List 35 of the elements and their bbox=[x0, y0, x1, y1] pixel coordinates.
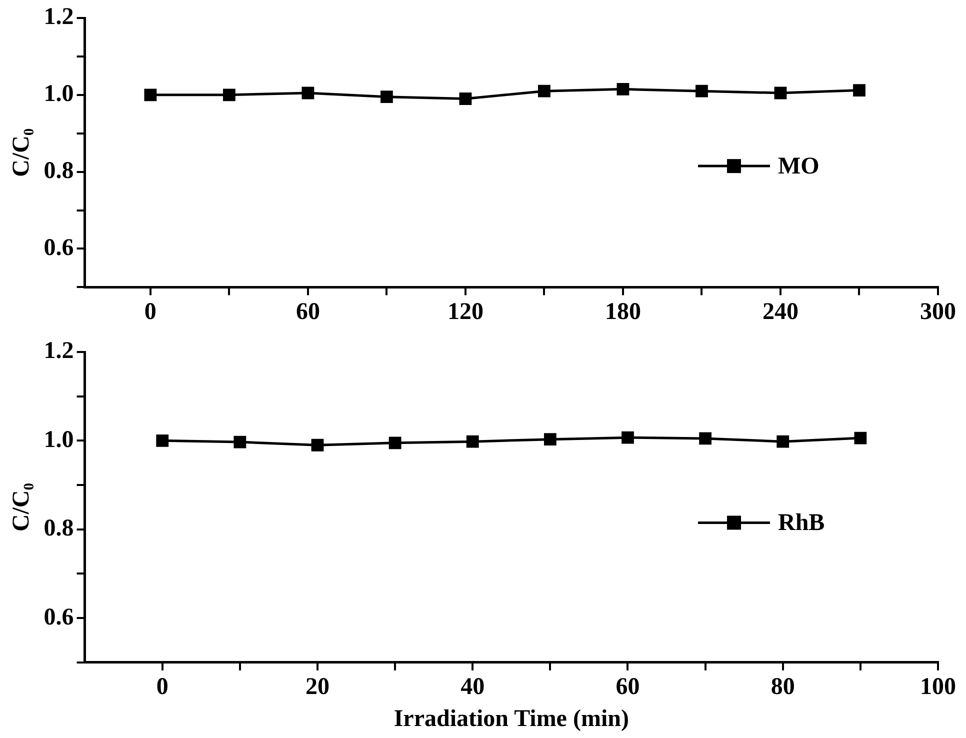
y-tick-label: 1.0 bbox=[44, 81, 74, 108]
x-tick-label: 20 bbox=[305, 674, 330, 700]
x-tick-label: 40 bbox=[460, 674, 485, 700]
y-tick-label: 0.8 bbox=[44, 516, 74, 542]
point bbox=[466, 435, 479, 448]
x-tick-label: 120 bbox=[447, 298, 484, 325]
y-tick-label: 0.8 bbox=[44, 158, 74, 184]
y-tick-label: 1.2 bbox=[44, 338, 74, 364]
legend-label: RhB bbox=[778, 510, 825, 536]
point bbox=[699, 432, 712, 445]
x-tick-label: 60 bbox=[616, 674, 640, 700]
y-axis-title: C/C₀ bbox=[8, 482, 35, 532]
x-tick-label: 60 bbox=[296, 298, 320, 325]
point bbox=[388, 436, 402, 450]
point bbox=[156, 434, 169, 447]
x-tick-label: 0 bbox=[156, 674, 168, 700]
point bbox=[854, 432, 867, 444]
point bbox=[234, 436, 246, 448]
point bbox=[311, 438, 324, 452]
y-tick-label: 0.6 bbox=[44, 604, 74, 630]
point bbox=[776, 435, 790, 448]
point bbox=[622, 431, 634, 444]
point bbox=[544, 433, 556, 446]
x-tick-label: 240 bbox=[762, 298, 798, 325]
x-tick-label: 180 bbox=[604, 298, 641, 325]
x-tick-label: 300 bbox=[920, 298, 956, 325]
y-axis-title: C/C₀ bbox=[8, 128, 35, 177]
x-axis-title: Irradiation Time (min) bbox=[394, 706, 629, 732]
x-tick-label: 100 bbox=[920, 674, 956, 700]
x-tick-label: 0 bbox=[144, 298, 156, 325]
y-tick-label: 1.2 bbox=[44, 4, 74, 30]
y-tick-label: 0.6 bbox=[44, 234, 74, 261]
legend-label: MO bbox=[778, 153, 820, 180]
y-tick-label: 1.0 bbox=[44, 426, 74, 453]
x-tick-label: 80 bbox=[770, 674, 795, 700]
